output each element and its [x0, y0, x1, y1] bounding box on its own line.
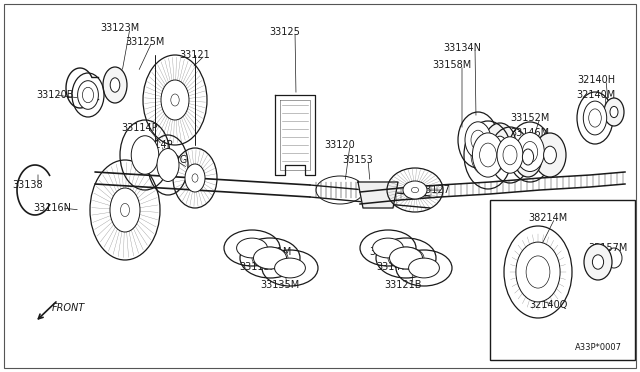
Ellipse shape [604, 98, 624, 126]
Text: 33146M: 33146M [511, 128, 550, 138]
Text: 33120B: 33120B [36, 90, 74, 100]
Ellipse shape [593, 255, 604, 269]
Text: 33127: 33127 [420, 185, 451, 195]
Text: 33125M: 33125M [125, 37, 164, 47]
Ellipse shape [77, 81, 99, 109]
Ellipse shape [275, 258, 305, 278]
Ellipse shape [543, 146, 556, 164]
Text: FRONT: FRONT [51, 303, 84, 313]
Text: A33P*0007: A33P*0007 [575, 343, 621, 353]
Ellipse shape [372, 238, 403, 258]
Ellipse shape [516, 242, 560, 302]
Polygon shape [358, 182, 398, 208]
Text: 38214M: 38214M [529, 213, 568, 223]
Text: 33138: 33138 [13, 180, 44, 190]
Ellipse shape [161, 80, 189, 120]
Ellipse shape [103, 67, 127, 103]
Text: 33125N: 33125N [369, 247, 407, 257]
Ellipse shape [472, 133, 504, 177]
Ellipse shape [110, 188, 140, 232]
Ellipse shape [465, 122, 491, 158]
Text: 33147M: 33147M [376, 262, 415, 272]
Text: 33120G: 33120G [149, 155, 187, 165]
Text: 32140M: 32140M [577, 90, 616, 100]
Ellipse shape [584, 244, 612, 280]
Text: 32140H: 32140H [577, 75, 615, 85]
Ellipse shape [484, 123, 516, 167]
Ellipse shape [110, 78, 120, 92]
Text: 33158M: 33158M [433, 60, 472, 70]
Ellipse shape [157, 148, 179, 182]
Ellipse shape [390, 247, 422, 269]
Text: 33113N: 33113N [239, 262, 277, 272]
Ellipse shape [185, 164, 205, 192]
Text: 33121B: 33121B [384, 280, 422, 290]
Text: 33116N: 33116N [33, 203, 71, 213]
Ellipse shape [403, 181, 427, 199]
Text: 33134N: 33134N [443, 43, 481, 53]
Ellipse shape [583, 101, 607, 135]
Ellipse shape [534, 133, 566, 177]
Ellipse shape [516, 132, 544, 171]
Text: 33114P: 33114P [122, 123, 158, 133]
Text: 33157M: 33157M [588, 243, 628, 253]
Text: 33120: 33120 [324, 140, 355, 150]
Ellipse shape [514, 137, 542, 177]
Ellipse shape [493, 136, 506, 154]
Ellipse shape [253, 247, 287, 269]
Ellipse shape [610, 106, 618, 118]
Text: 33114P: 33114P [137, 140, 173, 150]
Ellipse shape [408, 258, 440, 278]
Bar [490, 200, 635, 360]
Text: 33153: 33153 [342, 155, 373, 165]
Text: 32140Q: 32140Q [529, 300, 567, 310]
Ellipse shape [237, 238, 268, 258]
Text: 33121: 33121 [180, 50, 211, 60]
Text: 32701M: 32701M [252, 247, 292, 257]
Text: 33125: 33125 [269, 27, 300, 37]
Text: 33152M: 33152M [510, 113, 550, 123]
Ellipse shape [131, 136, 159, 174]
Text: 33135M: 33135M [260, 280, 300, 290]
Ellipse shape [522, 149, 534, 165]
Text: 33123M: 33123M [100, 23, 140, 33]
Ellipse shape [497, 137, 523, 173]
